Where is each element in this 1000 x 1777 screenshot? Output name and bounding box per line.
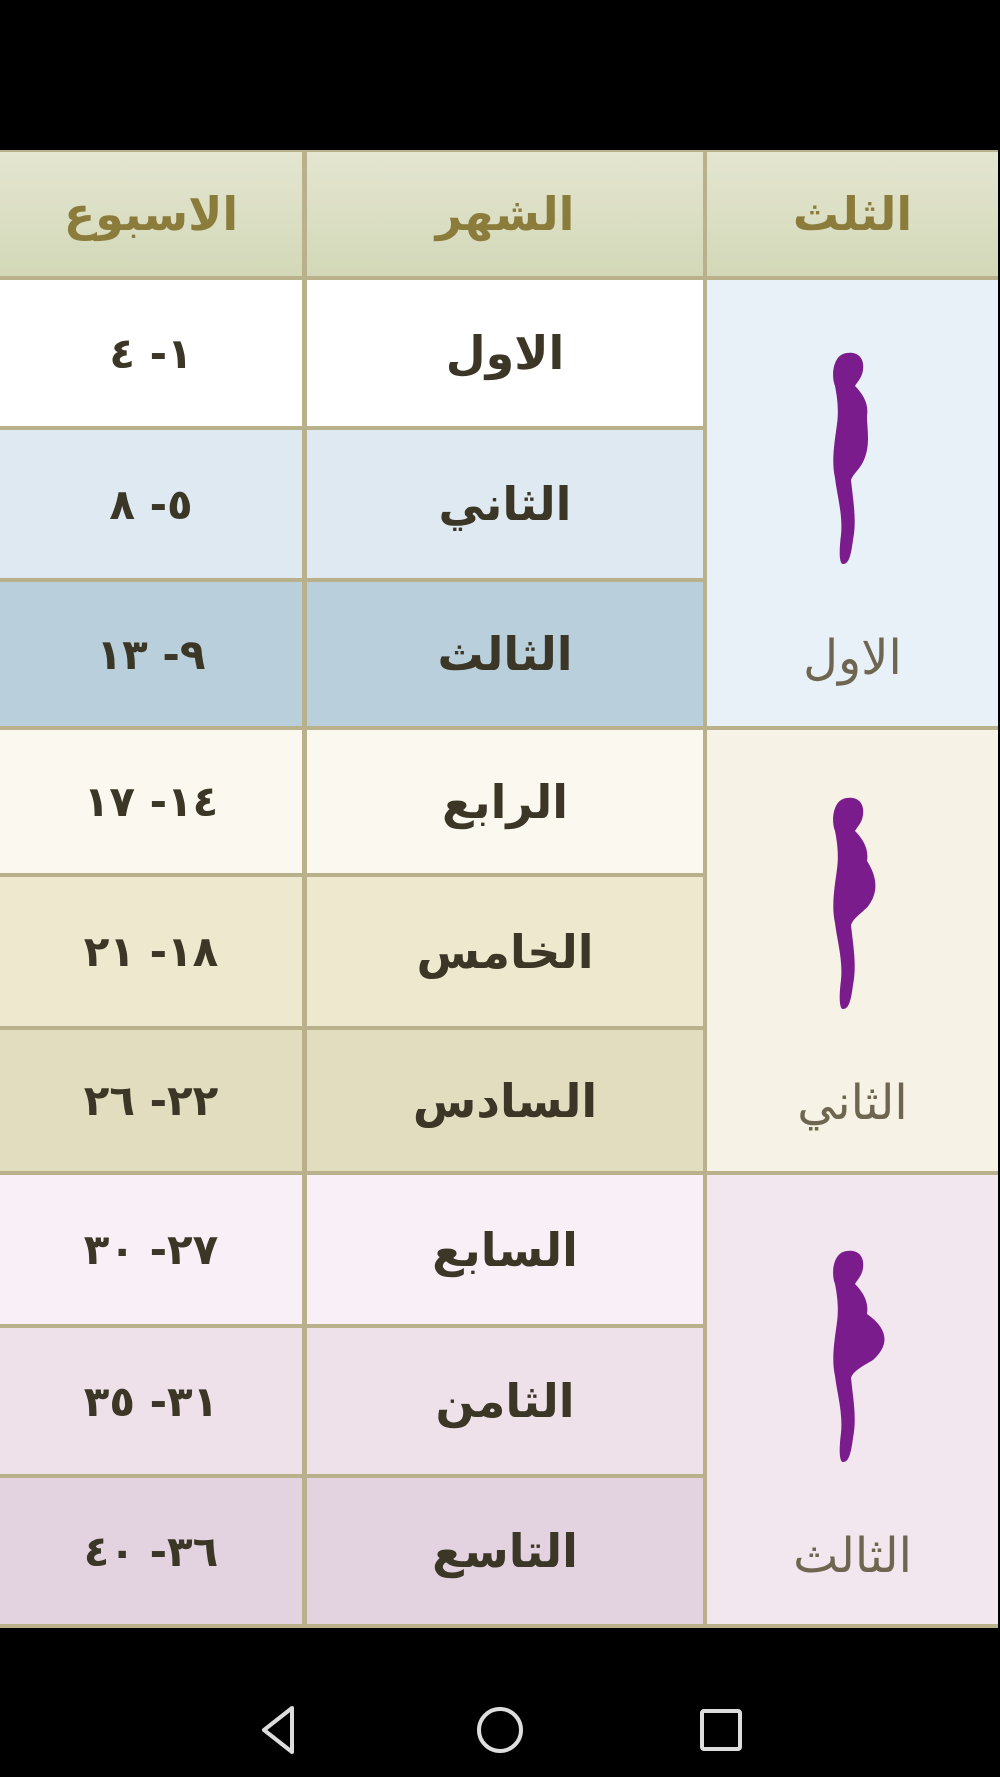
trimester-label: الثالث [793, 1528, 912, 1584]
android-nav-bar [0, 1628, 1000, 1777]
week-range-cell: ٩- ١٣ [0, 582, 302, 726]
month-cell: التاسع [307, 1478, 703, 1624]
month-cell: الثاني [307, 430, 703, 578]
trimester-cell: الثالث [707, 1175, 998, 1624]
week-range-cell: ٥- ٨ [0, 430, 302, 578]
month-cell: الرابع [307, 730, 703, 873]
pregnant-silhouette-small-icon [832, 352, 868, 564]
trimester-label: الثاني [797, 1075, 908, 1131]
week-range-cell: ١٤- ١٧ [0, 730, 302, 873]
header-month: الشهر [307, 152, 703, 276]
month-cell: الاول [307, 280, 703, 426]
week-range-cell: ٣٦- ٤٠ [0, 1478, 302, 1624]
trimester-cell: الثاني [707, 730, 998, 1171]
week-range-cell: ٣١- ٣٥ [0, 1328, 302, 1474]
trimester-cell: الاول [707, 280, 998, 726]
recents-icon[interactable] [691, 1700, 751, 1760]
pregnant-silhouette-medium-icon [832, 797, 875, 1009]
month-cell: الخامس [307, 877, 703, 1026]
pregnancy-table: الاسبوع الشهر الثلث ١- ٤ الاول ٥- ٨ الثاني ٩… [0, 150, 998, 1628]
header-week: الاسبوع [0, 152, 302, 276]
back-icon[interactable] [250, 1700, 310, 1760]
month-cell: الثالث [307, 582, 703, 726]
month-cell: الثامن [307, 1328, 703, 1474]
trimester-label: الاول [803, 630, 902, 686]
home-icon[interactable] [470, 1700, 530, 1760]
month-cell: السابع [307, 1175, 703, 1324]
week-range-cell: ٢٢- ٢٦ [0, 1030, 302, 1171]
pregnant-silhouette-large-icon [832, 1250, 884, 1462]
week-range-cell: ١- ٤ [0, 280, 302, 426]
month-cell: السادس [307, 1030, 703, 1171]
header-trimester: الثلث [707, 152, 998, 276]
week-range-cell: ١٨- ٢١ [0, 877, 302, 1026]
week-range-cell: ٢٧- ٣٠ [0, 1175, 302, 1324]
